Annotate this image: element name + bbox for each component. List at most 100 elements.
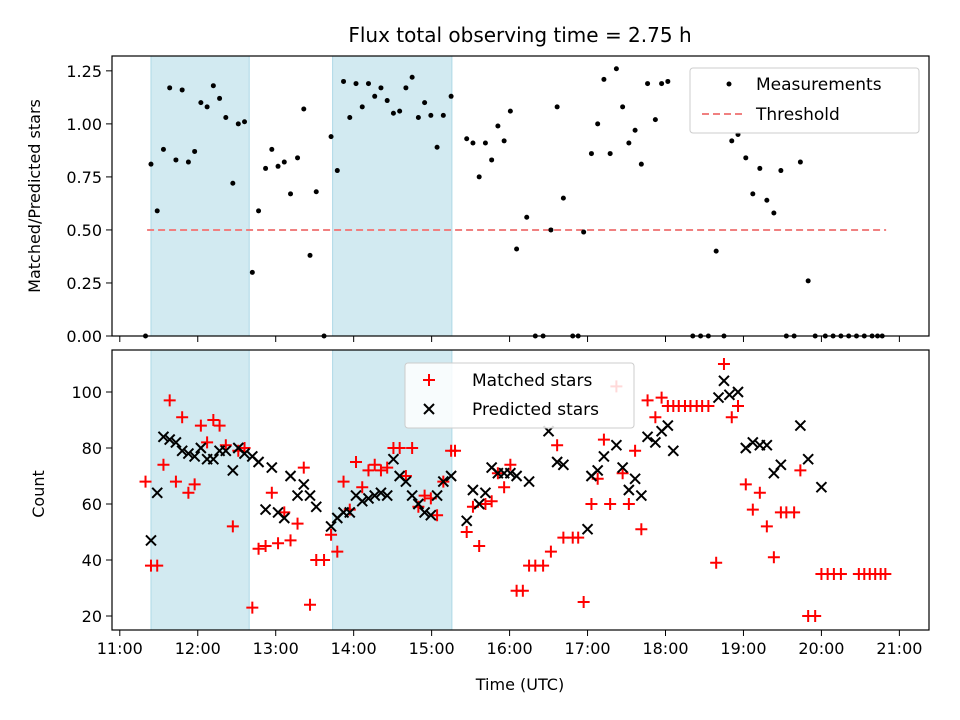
predicted-star-point	[310, 501, 322, 513]
measurement-point	[307, 252, 313, 258]
measurement-point	[365, 81, 371, 87]
legend-predicted-label: Predicted stars	[472, 400, 599, 420]
measurement-point	[440, 112, 446, 118]
matched-star-point	[732, 400, 745, 412]
measurement-point	[588, 151, 594, 157]
measurement-point	[328, 134, 334, 140]
y-tick-label: 80	[82, 439, 102, 458]
top-x-ticks	[119, 336, 900, 342]
matched-star-point	[551, 439, 564, 452]
matched-star-point	[284, 534, 297, 547]
predicted-star-point	[437, 475, 450, 488]
matched-star-point	[265, 486, 278, 499]
predicted-star-point	[723, 389, 736, 401]
predicted-star-point	[220, 445, 232, 457]
matched-star-point	[393, 442, 406, 454]
matched-star-point	[406, 442, 419, 454]
matched-star-point	[176, 411, 189, 424]
matched-star-point	[879, 568, 892, 580]
measurement-point	[464, 136, 470, 142]
matched-star-point	[710, 556, 723, 569]
measurement-point	[501, 138, 507, 144]
predicted-star-point	[815, 481, 828, 493]
predicted-star-point	[616, 461, 629, 474]
predicted-star-point	[635, 489, 648, 502]
predicted-star-point	[591, 464, 604, 477]
matched-star-point	[297, 461, 310, 474]
predicted-star-point	[195, 442, 207, 454]
predicted-star-point	[252, 456, 265, 468]
measurement-point	[198, 100, 204, 106]
measurement-point	[301, 106, 307, 112]
y-tick-label: 0.50	[66, 221, 102, 240]
top-legend-box	[689, 67, 920, 134]
measurement-point	[434, 144, 440, 150]
matched-star-point	[374, 464, 387, 477]
predicted-star-point	[461, 515, 473, 527]
top-axes-frame	[111, 55, 930, 337]
matched-star-point	[702, 400, 715, 412]
measurement-point	[353, 81, 359, 87]
predicted-star-point	[182, 447, 195, 460]
measurement-point	[626, 140, 632, 146]
measurement-point	[204, 104, 210, 110]
predicted-star-point	[794, 419, 807, 432]
measurement-point	[750, 191, 756, 197]
predicted-star-point	[667, 445, 680, 457]
predicted-stars-points	[145, 375, 828, 547]
measurement-point	[217, 95, 223, 101]
matched-star-point	[169, 475, 182, 488]
measurement-point	[778, 168, 784, 174]
predicted-star-point	[629, 473, 641, 485]
x-tick-label: 13:00	[253, 639, 299, 658]
matched-star-point	[219, 439, 232, 452]
y-tick-label: 60	[82, 495, 102, 514]
predicted-star-point	[325, 520, 337, 533]
legend-measurements-label: Measurements	[756, 75, 882, 95]
measurement-point	[757, 165, 763, 171]
y-tick-label: 20	[82, 607, 102, 626]
predicted-star-point	[802, 453, 814, 465]
top-y-axis-label: Matched/Predicted stars	[25, 99, 44, 293]
matched-star-point	[252, 542, 265, 555]
y-tick-label: 40	[82, 551, 102, 570]
predicted-star-point	[291, 489, 304, 502]
matched-star-point	[381, 461, 394, 474]
measurement-point	[179, 87, 185, 93]
measurement-point	[173, 157, 179, 163]
predicted-star-point	[775, 459, 787, 471]
bottom-axes-frame	[111, 349, 930, 631]
matched-star-point	[201, 436, 214, 449]
matched-star-point	[629, 444, 642, 457]
matched-star-point	[182, 486, 195, 499]
predicted-star-point	[369, 489, 381, 502]
measurement-point	[620, 104, 626, 110]
matched-star-point	[418, 489, 431, 502]
matched-star-point	[460, 526, 473, 538]
predicted-star-point	[304, 489, 316, 502]
bottom-y-axis-label: Count	[29, 470, 48, 518]
x-tick-label: 15:00	[409, 639, 455, 658]
predicted-star-point	[712, 391, 725, 404]
measurement-point	[665, 78, 671, 84]
matched-star-point	[504, 458, 517, 471]
matched-star-point	[767, 551, 780, 564]
top-y-ticks: 0.00 0.25 0.50 0.75 1.00 1.25	[66, 62, 112, 346]
matched-star-point	[163, 394, 176, 407]
predicted-star-point	[163, 433, 176, 446]
measurement-point	[495, 123, 501, 129]
matched-star-point	[498, 481, 511, 494]
x-tick-label: 19:00	[720, 639, 766, 658]
y-tick-label: 100	[71, 383, 102, 402]
predicted-star-point	[473, 498, 485, 510]
matched-star-point	[246, 601, 259, 614]
predicted-star-point	[406, 489, 418, 502]
predicted-star-point	[278, 512, 290, 524]
measurement-point	[210, 83, 216, 89]
matched-star-point	[760, 520, 773, 533]
x-tick-label: 20:00	[798, 639, 844, 658]
predicted-star-point	[557, 459, 570, 471]
matched-star-point	[318, 554, 331, 566]
predicted-star-point	[610, 439, 623, 451]
matched-star-point	[350, 456, 363, 468]
